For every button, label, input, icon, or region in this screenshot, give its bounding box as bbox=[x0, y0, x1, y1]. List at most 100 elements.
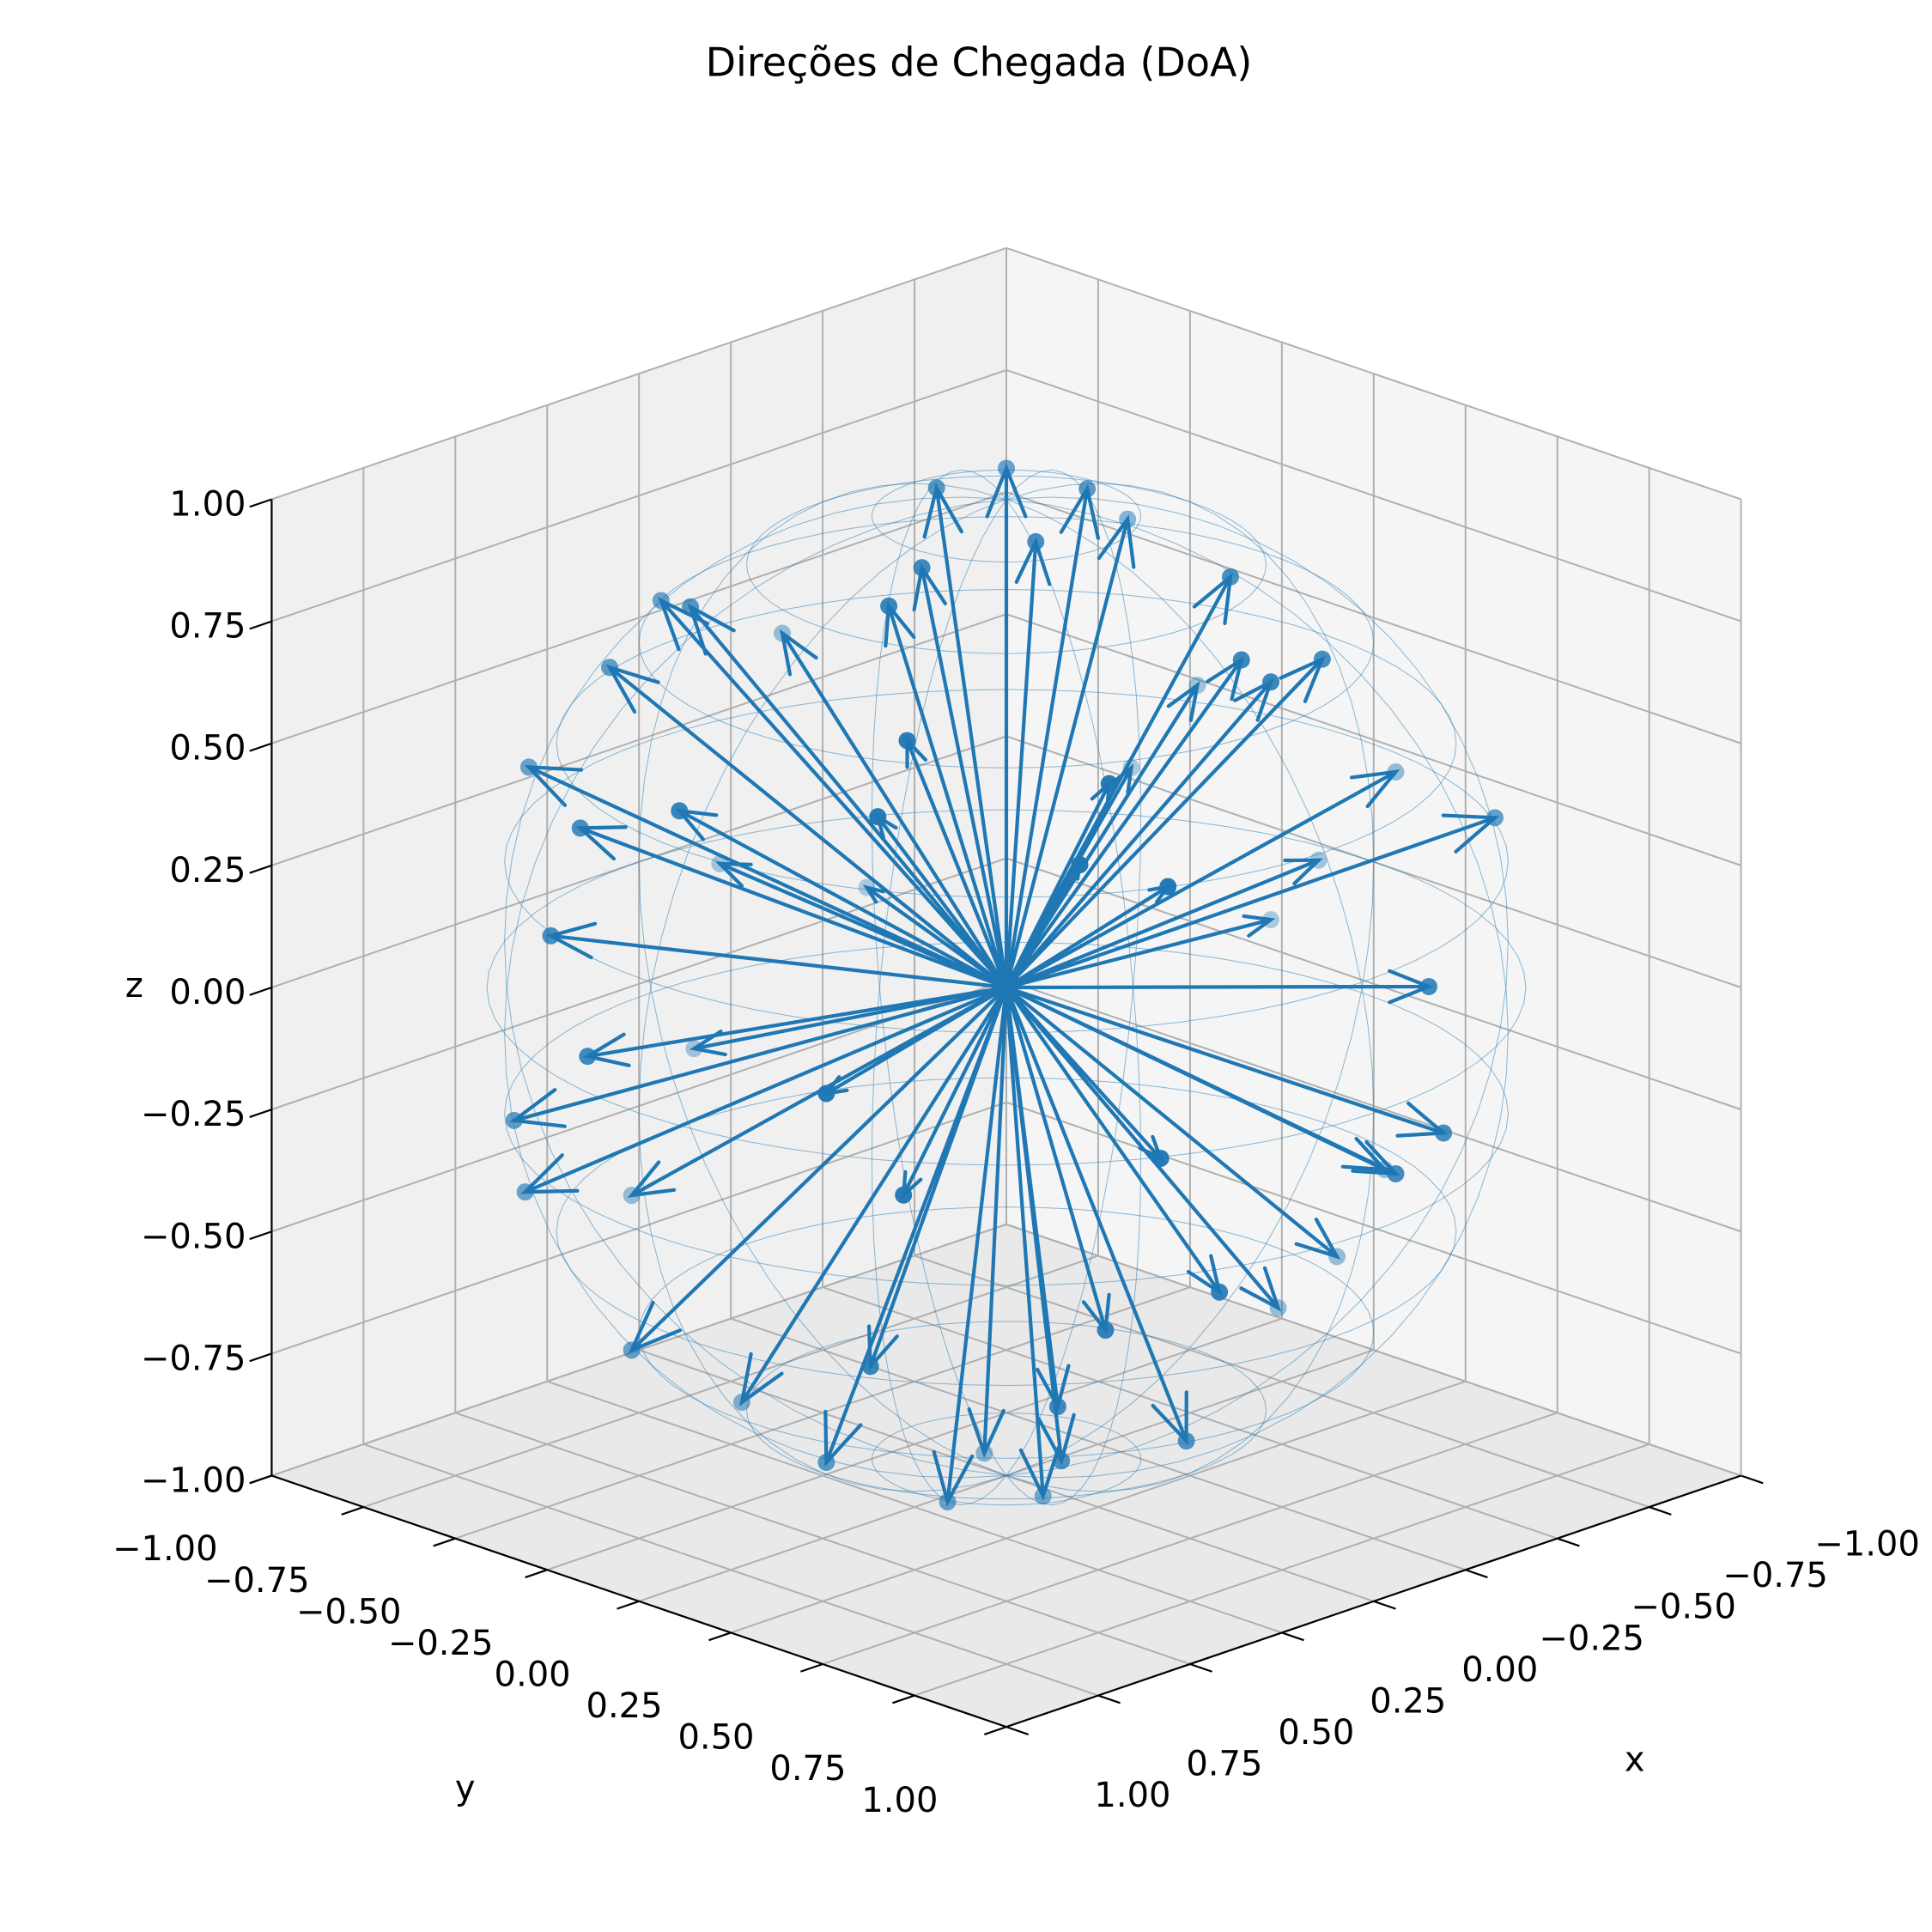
point bbox=[774, 624, 792, 642]
tick-mark bbox=[1465, 1569, 1488, 1579]
point bbox=[975, 1444, 993, 1462]
point bbox=[880, 597, 898, 615]
arrow bbox=[967, 985, 1009, 1458]
tick-mark bbox=[249, 864, 272, 874]
point bbox=[600, 659, 618, 677]
tick-mark bbox=[249, 620, 272, 630]
point bbox=[1262, 673, 1280, 691]
point bbox=[579, 1048, 597, 1066]
z-tick-label: −0.75 bbox=[141, 1339, 246, 1378]
point bbox=[671, 802, 689, 820]
y-tick-label: −0.25 bbox=[388, 1624, 494, 1663]
z-tick-label: 1.00 bbox=[169, 484, 246, 524]
point bbox=[1053, 1452, 1071, 1470]
x-tick-label: 0.75 bbox=[1186, 1745, 1262, 1784]
point bbox=[1485, 809, 1504, 827]
arrow bbox=[1004, 914, 1276, 990]
grid-line bbox=[271, 613, 1007, 866]
wireframe bbox=[638, 483, 1007, 1476]
z-tick-label: −1.00 bbox=[141, 1461, 246, 1501]
point bbox=[1048, 1398, 1066, 1416]
tick-mark bbox=[1557, 1537, 1580, 1547]
z-tick-label: 0.25 bbox=[169, 851, 246, 890]
point bbox=[1151, 1149, 1170, 1167]
grid-line bbox=[1005, 369, 1741, 623]
arrow bbox=[689, 985, 1009, 1057]
wireframe bbox=[504, 499, 1007, 1479]
arrow bbox=[715, 861, 1009, 990]
grid-line bbox=[1005, 246, 1741, 501]
point bbox=[1387, 762, 1405, 781]
grid-line bbox=[822, 1412, 1558, 1665]
wireframe bbox=[1005, 499, 1375, 1492]
point bbox=[998, 459, 1015, 477]
point bbox=[869, 808, 887, 826]
z-tick-label: 0.75 bbox=[169, 607, 246, 647]
x-tick-label: 0.50 bbox=[1278, 1713, 1354, 1753]
arrow bbox=[780, 629, 1009, 990]
x-tick-label: −0.50 bbox=[1631, 1588, 1736, 1627]
arrow bbox=[1004, 985, 1341, 1261]
y-tick-label: 0.00 bbox=[495, 1656, 571, 1695]
tick-mark bbox=[983, 1726, 1007, 1735]
x-tick-label: 0.00 bbox=[1461, 1650, 1538, 1690]
point bbox=[939, 1492, 957, 1510]
chart-title: Direções de Chegada (DoA) bbox=[706, 39, 1253, 86]
tick-mark bbox=[617, 1600, 640, 1610]
y-tick-label: 0.75 bbox=[769, 1749, 846, 1789]
point bbox=[1119, 510, 1137, 528]
x-tick-label: −0.75 bbox=[1722, 1556, 1828, 1595]
z-tick-label: −0.50 bbox=[141, 1217, 246, 1256]
point bbox=[913, 559, 931, 577]
wireframe bbox=[1005, 499, 1142, 1506]
y-tick-label: 0.25 bbox=[586, 1686, 663, 1726]
tick-mark bbox=[800, 1662, 823, 1673]
tick-mark bbox=[249, 1352, 272, 1363]
tick-mark bbox=[892, 1694, 915, 1704]
grid-line bbox=[1005, 1223, 1741, 1477]
tick-mark bbox=[249, 1230, 272, 1241]
tick-mark bbox=[249, 1474, 272, 1485]
wireframe bbox=[1005, 469, 1142, 1476]
y-axis-label: y bbox=[455, 1768, 476, 1807]
arrow bbox=[1004, 858, 1323, 990]
point bbox=[858, 878, 876, 896]
point bbox=[1262, 911, 1280, 929]
point bbox=[1071, 856, 1089, 874]
point bbox=[711, 854, 729, 872]
point bbox=[1027, 532, 1045, 550]
arrow bbox=[1004, 985, 1389, 1172]
point bbox=[898, 732, 916, 750]
y-tick-label: 0.50 bbox=[677, 1718, 754, 1758]
grid-line bbox=[730, 1380, 1467, 1634]
point bbox=[1097, 1321, 1115, 1340]
point bbox=[1309, 851, 1327, 869]
y-tick-label: 1.00 bbox=[861, 1781, 938, 1820]
point bbox=[1435, 1124, 1453, 1142]
grid-line bbox=[1005, 613, 1741, 866]
grid-line bbox=[1005, 1101, 1741, 1355]
tick-mark bbox=[341, 1506, 364, 1516]
point bbox=[571, 819, 589, 837]
arrow bbox=[1004, 769, 1400, 990]
point bbox=[1269, 1299, 1287, 1317]
x-axis-label: x bbox=[1625, 1741, 1645, 1780]
grid-line bbox=[546, 1317, 1283, 1571]
point bbox=[516, 1183, 534, 1201]
grid-line bbox=[271, 491, 1007, 744]
grid-line bbox=[271, 246, 1007, 501]
z-tick-label: 0.50 bbox=[169, 729, 246, 769]
tick-mark bbox=[1189, 1662, 1212, 1673]
point bbox=[1376, 1161, 1394, 1179]
point bbox=[732, 1394, 750, 1412]
tick-mark bbox=[1097, 1694, 1121, 1704]
wireframe bbox=[1005, 496, 1509, 1476]
y-tick-label: −0.50 bbox=[296, 1592, 402, 1631]
point bbox=[817, 1454, 835, 1472]
tick-mark bbox=[1649, 1506, 1672, 1516]
wireframe bbox=[1005, 483, 1375, 1476]
point bbox=[1034, 1487, 1052, 1505]
x-tick-label: −0.25 bbox=[1539, 1619, 1644, 1658]
point bbox=[682, 598, 700, 616]
z-tick-label: 0.00 bbox=[169, 973, 246, 1012]
